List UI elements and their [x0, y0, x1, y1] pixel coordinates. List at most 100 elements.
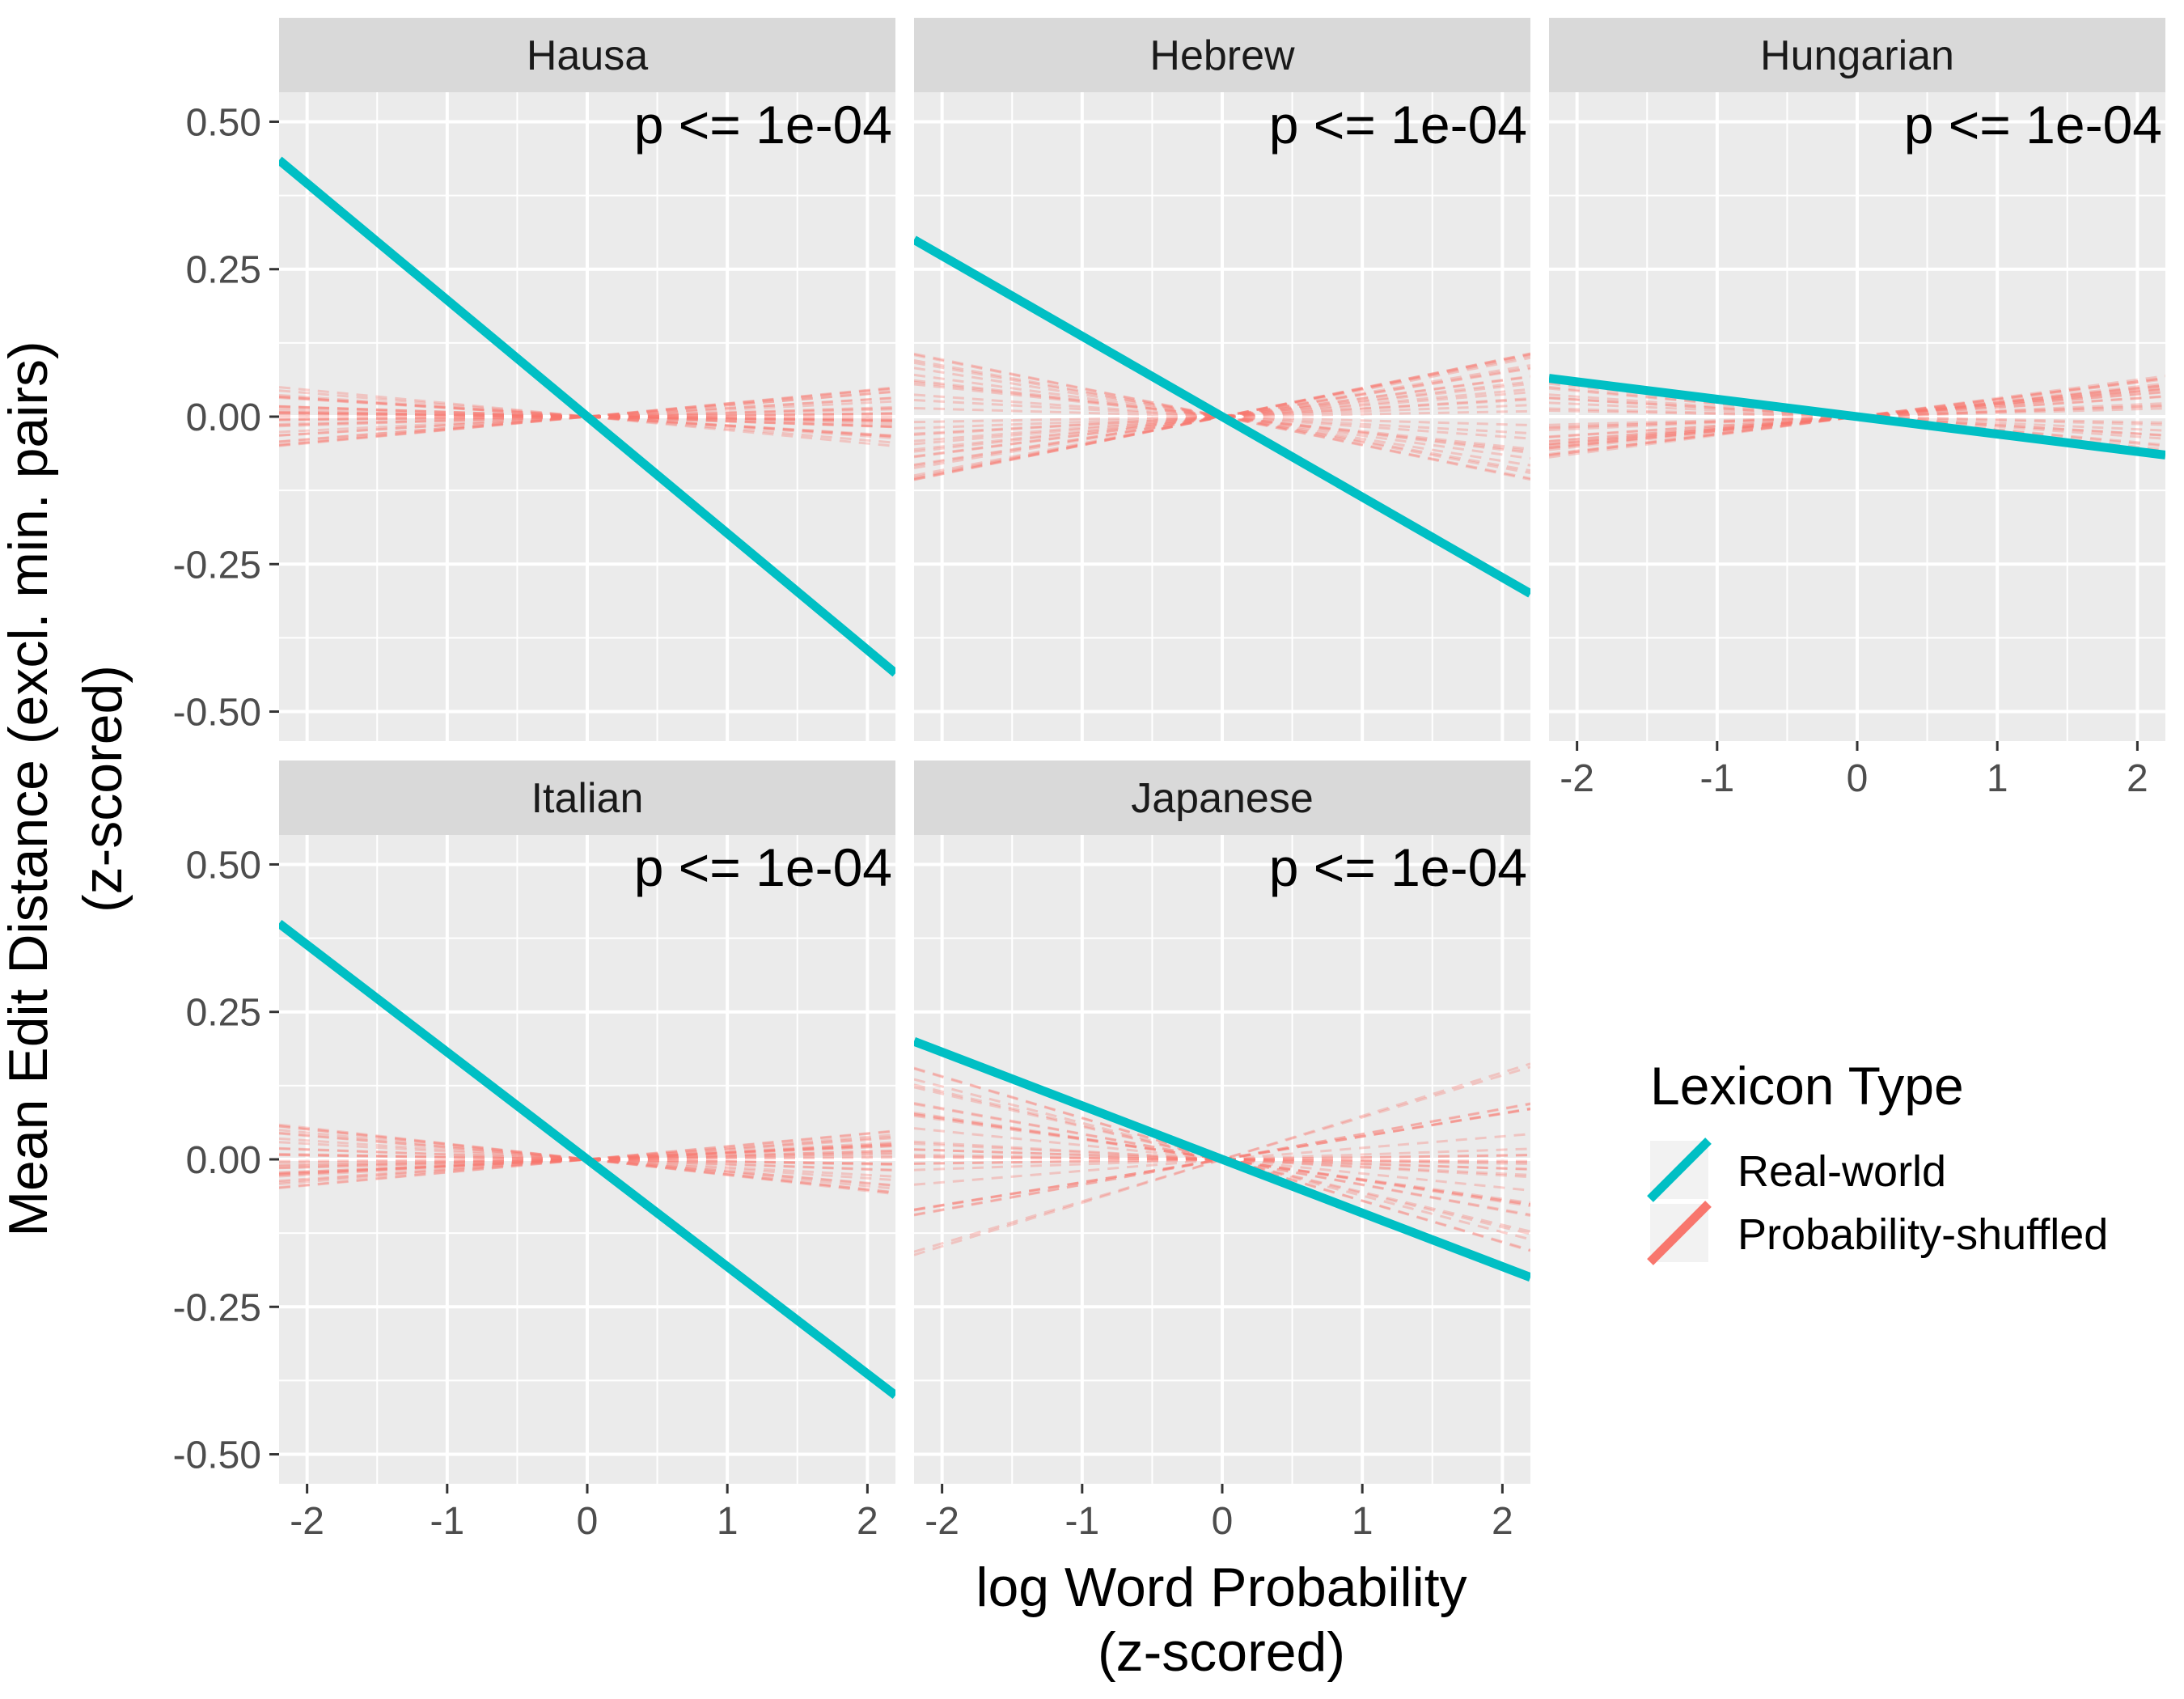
shuffled-line — [1549, 387, 2165, 447]
shuffled-line — [914, 1154, 1530, 1165]
shuffled-line — [1549, 384, 2165, 449]
shuffled-line — [1549, 391, 2165, 443]
p-value-annotation: p <= 1e-04 — [634, 837, 892, 897]
shuffled-line — [279, 410, 895, 423]
shuffled-line — [279, 1137, 895, 1182]
p-value-annotation: p <= 1e-04 — [634, 95, 892, 155]
shuffled-line — [1549, 395, 2165, 439]
strip-label-japanese: Japanese — [1131, 775, 1314, 822]
shuffled-line — [279, 386, 895, 447]
y-tick-label: 0.25 — [186, 992, 261, 1035]
shuffled-line — [1549, 384, 2165, 449]
shuffled-line — [1549, 390, 2165, 443]
shuffled-line — [914, 398, 1530, 435]
x-tick-label: -2 — [290, 1500, 324, 1543]
shuffled-line — [914, 397, 1530, 436]
shuffled-line — [279, 386, 895, 447]
x-tick-label: 1 — [717, 1500, 739, 1543]
p-value-annotation: p <= 1e-04 — [1269, 95, 1527, 155]
shuffled-line — [279, 405, 895, 429]
strip-background — [914, 761, 1530, 835]
panel-lines — [279, 156, 895, 677]
shuffled-line — [279, 1136, 895, 1183]
real-world-line — [914, 235, 1530, 598]
panel-lines — [914, 1037, 1530, 1282]
shuffled-line — [914, 393, 1530, 440]
x-tick-label: 2 — [1492, 1500, 1513, 1543]
strip-background — [279, 18, 895, 92]
shuffled-line — [1549, 393, 2165, 440]
x-tick-label: 0 — [1212, 1500, 1234, 1543]
shuffled-line — [279, 396, 895, 437]
shuffled-line — [914, 391, 1530, 443]
shuffled-line — [279, 1144, 895, 1175]
shuffled-line — [1549, 376, 2165, 457]
x-axis-title-line1: log Word Probability — [976, 1557, 1467, 1618]
shuffled-line — [914, 407, 1530, 426]
shuffled-line — [279, 413, 895, 421]
strip-label-hausa: Hausa — [527, 32, 648, 79]
legend-swatch-real-world — [1647, 1138, 1712, 1202]
y-axis-title-line1: Mean Edit Distance (excl. min. pairs) — [0, 341, 59, 1236]
shuffled-line — [1549, 409, 2165, 425]
shuffled-line — [914, 380, 1530, 453]
x-axis-title: log Word Probability (z-scored) — [976, 1557, 1467, 1683]
shuffled-line — [279, 393, 895, 440]
shuffled-line — [279, 1141, 895, 1178]
shuffled-line — [1549, 378, 2165, 455]
shuffled-line — [279, 1152, 895, 1167]
x-tick-label: 2 — [857, 1500, 878, 1543]
shuffled-line — [1549, 404, 2165, 430]
x-tick-label: -1 — [430, 1500, 464, 1543]
y-tick-label: 0.50 — [186, 844, 261, 887]
shuffled-line — [279, 410, 895, 423]
shuffled-line — [1549, 387, 2165, 447]
shuffled-line — [914, 1127, 1530, 1192]
shuffled-line — [279, 388, 895, 446]
shuffled-line — [279, 1123, 895, 1196]
y-axis-title: Mean Edit Distance (excl. min. pairs) (z… — [0, 341, 133, 1236]
x-tick-label: 1 — [1352, 1500, 1373, 1543]
x-tick-label: 0 — [577, 1500, 599, 1543]
shuffled-line — [279, 1133, 895, 1185]
shuffled-line — [914, 1133, 1530, 1186]
x-axis-title-line2: (z-scored) — [1098, 1621, 1345, 1683]
x-tick-label: -1 — [1064, 1500, 1099, 1543]
shuffled-line — [914, 380, 1530, 453]
strip-background — [914, 18, 1530, 92]
shuffled-line — [914, 1140, 1530, 1179]
y-tick-label: 0.00 — [186, 1139, 261, 1182]
shuffled-line — [279, 405, 895, 428]
shuffled-line — [1549, 396, 2165, 437]
shuffled-line — [279, 408, 895, 426]
shuffled-line — [279, 412, 895, 422]
legend-swatch-probability-shuffled — [1647, 1201, 1712, 1265]
real-world-line — [279, 919, 895, 1400]
shuffled-line — [914, 1155, 1530, 1164]
legend-label-probability-shuffled: Probability-shuffled — [1737, 1210, 2108, 1259]
shuffled-line — [279, 396, 895, 438]
shuffled-line — [279, 396, 895, 437]
legend: Lexicon Type Real-world Probability-shuf… — [1647, 1056, 2108, 1265]
x-tick-label: -2 — [925, 1500, 959, 1543]
shuffled-line — [279, 1145, 895, 1174]
shuffled-line — [914, 1142, 1530, 1176]
shuffled-line — [914, 1147, 1530, 1172]
y-tick-label: -0.50 — [173, 692, 261, 735]
panel-hausa: Hausa p <= 1e-04 0.50 0.25 0.00 -0.25 -0.50 — [173, 18, 895, 741]
shuffled-line — [914, 383, 1530, 451]
shuffled-line — [279, 1129, 895, 1189]
panel-hebrew: Hebrew p <= 1e-04 — [914, 18, 1530, 741]
x-tick-label: 0 — [1847, 757, 1869, 800]
legend-title: Lexicon Type — [1650, 1056, 1964, 1116]
y-tick-label: -0.50 — [173, 1434, 261, 1477]
shuffled-line — [1549, 407, 2165, 426]
real-world-line — [279, 156, 895, 677]
y-axis-title-line2: (z-scored) — [72, 665, 133, 913]
shuffled-line — [279, 1151, 895, 1167]
shuffled-line — [914, 1156, 1530, 1163]
panel-lines — [279, 919, 895, 1400]
shuffled-line — [279, 1143, 895, 1176]
real-world-line — [914, 1037, 1530, 1282]
shuffled-line — [914, 1148, 1530, 1171]
